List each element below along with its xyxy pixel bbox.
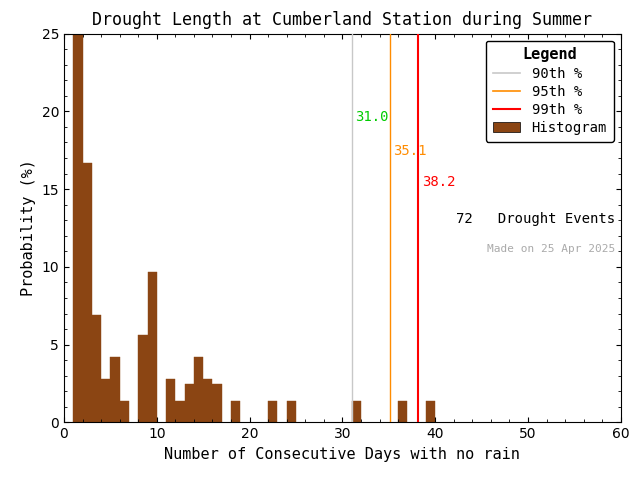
Bar [138,336,148,422]
Y-axis label: Probability (%): Probability (%) [21,159,36,297]
Bar [194,357,204,422]
Bar [212,384,222,422]
Text: 31.0: 31.0 [355,110,389,124]
Text: 72   Drought Events: 72 Drought Events [456,213,615,227]
Bar [120,401,129,422]
Text: 38.2: 38.2 [422,175,456,189]
Text: Made on 25 Apr 2025: Made on 25 Apr 2025 [487,243,615,253]
Bar [101,379,111,422]
X-axis label: Number of Consecutive Days with no rain: Number of Consecutive Days with no rain [164,447,520,462]
Text: 35.1: 35.1 [394,144,427,158]
Title: Drought Length at Cumberland Station during Summer: Drought Length at Cumberland Station dur… [92,11,593,29]
Bar [204,379,212,422]
Bar [398,401,407,422]
Bar [231,401,241,422]
Bar [426,401,435,422]
Bar [268,401,277,422]
Bar [352,401,361,422]
Bar [83,163,92,422]
Bar [92,315,101,422]
Legend: 90th %, 95th %, 99th %, Histogram: 90th %, 95th %, 99th %, Histogram [486,40,614,142]
Bar [73,34,83,422]
Bar [175,401,184,422]
Bar [287,401,296,422]
Bar [147,272,157,422]
Bar [166,379,175,422]
Bar [184,384,194,422]
Bar [111,357,120,422]
